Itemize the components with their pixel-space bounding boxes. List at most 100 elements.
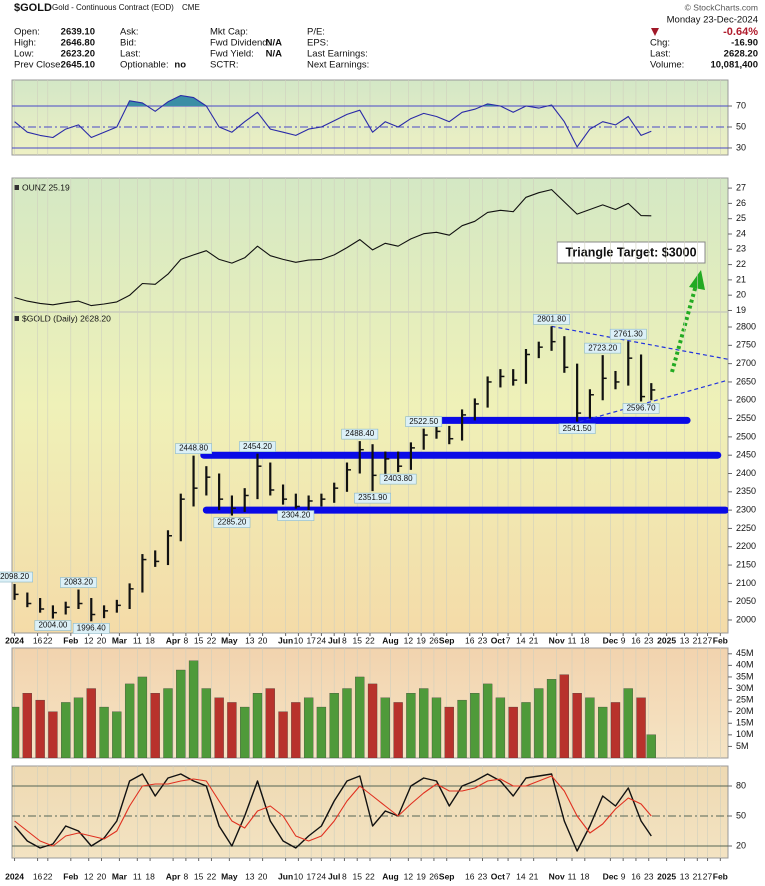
x-tick-label: Feb bbox=[63, 871, 78, 881]
volume-bar bbox=[623, 688, 633, 758]
x-tick-label: 13 bbox=[680, 871, 690, 881]
y-tick-label: 21 bbox=[736, 274, 746, 284]
volume-bar bbox=[431, 697, 442, 758]
y-tick-label: 2050 bbox=[736, 596, 756, 606]
x-tick-label: 2025 bbox=[657, 871, 676, 881]
annotation-box bbox=[533, 314, 570, 325]
annotation: 2801.80 bbox=[537, 314, 566, 323]
field-label: Optionable: bbox=[120, 60, 169, 71]
x-tick-label: 12 bbox=[404, 871, 414, 881]
field-value: N/A bbox=[266, 49, 283, 60]
x-tick-label: Jun bbox=[278, 871, 293, 881]
x-tick-label: 15 bbox=[194, 635, 204, 645]
instrument-name: Gold - Continuous Contract (EOD) bbox=[52, 3, 174, 12]
volume-bar bbox=[278, 711, 288, 758]
field-label: Low: bbox=[14, 49, 34, 60]
field-label: Prev Close: bbox=[14, 60, 63, 71]
field-label: High: bbox=[14, 38, 36, 49]
x-tick-label: Feb bbox=[713, 635, 728, 645]
volume-bar bbox=[585, 697, 595, 758]
target-label: Triangle Target: $3000 bbox=[565, 245, 696, 259]
volume-bar bbox=[367, 683, 378, 758]
gold-title: $GOLD (Daily) 2628.20 bbox=[22, 313, 111, 323]
annotation: 2083.20 bbox=[64, 578, 93, 587]
y-tick-label: 20M bbox=[736, 706, 754, 716]
volume-bar bbox=[35, 699, 45, 758]
field-label: Volume: bbox=[650, 60, 684, 71]
panel-plot bbox=[13, 312, 728, 633]
x-tick-label: Apr bbox=[166, 871, 181, 881]
y-tick-label: 2800 bbox=[736, 321, 756, 331]
x-tick-label: Jun bbox=[278, 635, 293, 645]
x-tick-label: 20 bbox=[97, 635, 107, 645]
x-tick-label: 8 bbox=[184, 871, 189, 881]
field-label: SCTR: bbox=[210, 60, 239, 71]
annotation: 2285.20 bbox=[217, 518, 246, 527]
x-tick-label: Oct bbox=[491, 871, 505, 881]
x-tick-label: 11 bbox=[568, 871, 577, 881]
legend-icon bbox=[14, 316, 19, 321]
volume-bar bbox=[342, 688, 352, 758]
series-line bbox=[14, 94, 652, 148]
x-tick-label: 17 bbox=[306, 871, 316, 881]
y-tick-label: 45M bbox=[736, 648, 754, 658]
x-tick-label: 19 bbox=[416, 871, 426, 881]
annotation-box bbox=[0, 571, 33, 583]
annotation-box bbox=[354, 492, 391, 504]
annotation: 2541.50 bbox=[563, 424, 592, 433]
volume-bar bbox=[521, 702, 531, 758]
field-label: Chg: bbox=[650, 38, 670, 49]
annotation-box bbox=[239, 441, 276, 452]
x-tick-label: 16 bbox=[631, 871, 641, 881]
annotation: 2004.00 bbox=[38, 621, 67, 630]
header-fields: Open: 2639.10 High: 2646.80 Low: 2623.20Prev … bbox=[14, 27, 758, 71]
x-tick-label: 16 bbox=[631, 635, 641, 645]
x-tick-label: 13 bbox=[680, 635, 690, 645]
x-tick-label: 11 bbox=[568, 635, 577, 645]
field-label: Ask: bbox=[120, 27, 138, 38]
volume-bar bbox=[482, 683, 493, 758]
x-tick-label: Aug bbox=[382, 871, 399, 881]
volume-bar bbox=[112, 711, 122, 758]
volume-bar bbox=[137, 676, 148, 758]
annotation: 2488.40 bbox=[345, 429, 374, 438]
y-tick-label: 2650 bbox=[736, 376, 756, 386]
field-value: 2646.80 bbox=[61, 38, 95, 49]
annotation-box bbox=[609, 328, 647, 340]
field-label: Last: bbox=[120, 49, 141, 60]
y-tick-label: 22 bbox=[736, 259, 746, 269]
y-tick-label: 2350 bbox=[736, 486, 756, 496]
y-tick-label: 40M bbox=[736, 660, 754, 670]
y-tick-label: 2750 bbox=[736, 340, 756, 350]
x-tick-label: 24 bbox=[317, 871, 327, 881]
volume-bar bbox=[470, 693, 480, 758]
x-tick-label: 15 bbox=[194, 871, 204, 881]
panel-plot bbox=[12, 80, 728, 155]
volume-bar bbox=[546, 679, 557, 758]
y-tick-label: 5M bbox=[736, 741, 749, 751]
x-tick-label: 8 bbox=[184, 635, 189, 645]
rsi-shade bbox=[14, 95, 652, 107]
trendline bbox=[551, 325, 728, 360]
volume-bar bbox=[176, 669, 186, 758]
y-tick-label: 25 bbox=[736, 213, 746, 223]
x-tick-label: 11 bbox=[133, 871, 142, 881]
field-value: no bbox=[174, 60, 186, 71]
x-tick-label: 16 bbox=[33, 871, 43, 881]
x-tick-label: 24 bbox=[317, 635, 327, 645]
volume-bar bbox=[495, 697, 506, 758]
trendline bbox=[579, 379, 728, 423]
volume-bar bbox=[457, 699, 467, 758]
y-tick-label: 2550 bbox=[736, 413, 756, 423]
volume-bar bbox=[201, 688, 211, 758]
x-tick-label: 21 bbox=[693, 635, 703, 645]
x-tick-label: Dec bbox=[603, 635, 619, 645]
field-label: Open: bbox=[14, 27, 40, 38]
y-tick-label: 70 bbox=[736, 100, 746, 110]
y-tick-label: 10M bbox=[736, 729, 754, 739]
field-value: 2645.10 bbox=[61, 60, 95, 71]
volume-bar bbox=[12, 706, 20, 758]
volume-bar bbox=[646, 734, 656, 758]
x-tick-label: 15 bbox=[352, 635, 362, 645]
